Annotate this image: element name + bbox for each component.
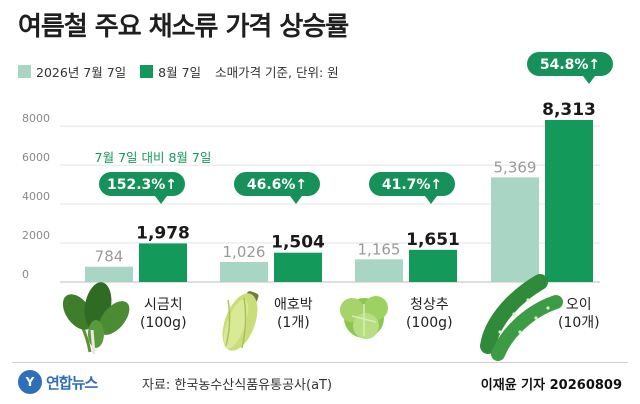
- change-bubble: [99, 172, 185, 196]
- category-label-lettuce: 청상추 (100g): [406, 296, 453, 332]
- change-bubble: [527, 52, 613, 76]
- bar-jul7: [85, 266, 133, 282]
- change-label: 54.8%↑: [540, 57, 600, 73]
- category-name: 시금치: [143, 297, 183, 313]
- value-label-aug7: 1,504: [271, 233, 325, 253]
- category-name: 청상추: [409, 297, 449, 313]
- bar-jul7: [491, 177, 539, 282]
- legend-date2: 8월 7일: [158, 65, 202, 80]
- category-label-zucchini: 애호박 (1개): [274, 296, 313, 332]
- change-bubble-tail: [425, 196, 437, 204]
- zucchini-icon: [222, 291, 259, 351]
- compare-note: 7월 7일 대비 8월 7일: [95, 150, 212, 165]
- bar-aug7: [545, 120, 593, 282]
- yonhap-logo: Y 연합뉴스: [18, 370, 98, 394]
- legend-swatch-light: [18, 65, 31, 78]
- y-tick-label: 0: [22, 268, 29, 281]
- change-bubble: [369, 172, 455, 196]
- source-text: 자료: 한국농수산식품유통공사(aT): [142, 378, 333, 393]
- bar-jul7: [220, 262, 268, 282]
- y-tick-label: 4000: [22, 190, 50, 203]
- value-label-aug7: 1,978: [136, 223, 190, 243]
- value-label-jul7: 1,165: [358, 240, 401, 258]
- logo-mark: Y: [18, 370, 42, 394]
- logo-text: 연합뉴스: [46, 373, 98, 392]
- change-bubble-tail: [155, 196, 167, 204]
- category-unit: (1개): [276, 315, 310, 331]
- value-label-jul7: 1,026: [223, 243, 266, 261]
- legend-swatch-dark: [140, 65, 154, 78]
- bar-aug7: [274, 252, 322, 282]
- change-bubble: [234, 172, 320, 196]
- change-bubble-tail: [583, 76, 595, 84]
- y-tick-label: 2000: [22, 229, 50, 242]
- y-tick-label: 6000: [22, 151, 50, 164]
- legend-basis: 소매가격 기준, 단위: 원: [215, 65, 339, 80]
- y-tick-label: 8000: [22, 112, 50, 125]
- bar-aug7: [139, 243, 187, 282]
- category-unit: (100g): [406, 315, 453, 331]
- bar-aug7: [409, 249, 457, 282]
- footer-divider: [12, 362, 628, 363]
- category-label-spinach: 시금치 (100g): [140, 296, 187, 332]
- cucumber-icon: [480, 274, 563, 361]
- category-unit: (10개): [558, 315, 600, 331]
- category-label-cucumber: 오이 (10개): [558, 296, 600, 332]
- credit-text: 이재윤 기자 20260809: [480, 378, 622, 393]
- value-label-jul7: 5,369: [494, 158, 537, 176]
- change-bubble-tail: [290, 196, 302, 204]
- legend-date1: 2026년 7월 7일: [36, 65, 127, 80]
- spinach-icon: [62, 282, 130, 355]
- value-label-aug7: 8,313: [542, 100, 596, 120]
- legend: 2026년 7월 7일 8월 7일 소매가격 기준, 단위: 원: [18, 62, 339, 81]
- bar-jul7: [355, 259, 403, 282]
- value-label-aug7: 1,651: [406, 230, 460, 250]
- category-name: 애호박: [274, 297, 313, 313]
- change-label: 152.3%↑: [107, 177, 177, 193]
- category-name: 오이: [565, 297, 592, 313]
- change-label: 46.6%↑: [247, 177, 307, 193]
- chart-title: 여름철 주요 채소류 가격 상승률: [18, 12, 349, 42]
- change-label: 41.7%↑: [382, 177, 442, 193]
- category-unit: (100g): [140, 315, 187, 331]
- value-label-jul7: 784: [95, 248, 124, 266]
- lettuce-icon: [340, 296, 388, 339]
